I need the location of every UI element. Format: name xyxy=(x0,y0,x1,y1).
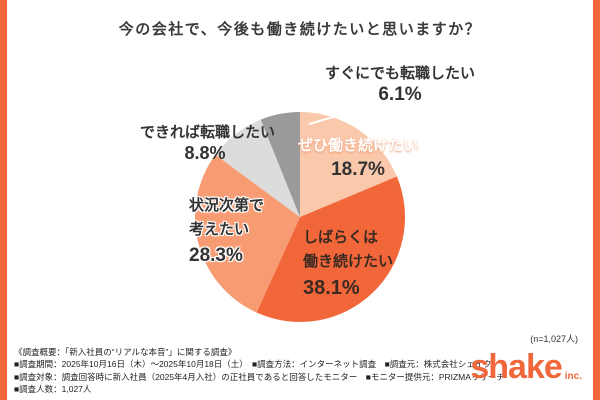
segment-percent: 38.1% xyxy=(303,277,360,299)
segment-label-line1: しばらくは xyxy=(303,229,379,246)
shake-logo: shake inc. xyxy=(470,350,582,384)
segment-callout-change-if-possible: できれば転職したい 8.8% xyxy=(140,121,276,164)
segment-percent: 28.3% xyxy=(189,245,243,266)
logo-wordmark: shake xyxy=(470,348,562,386)
chart-title: 今の会社で、今後も働き続けたいと思いますか？ xyxy=(118,21,482,38)
survey-overview-note: 《調査概要：「新入社員の“リアルな本音”」に関する調査》 ■調査期間：2025年… xyxy=(14,346,505,395)
segment-callout-immediate-change: すぐにでも転職したい 6.1% xyxy=(318,62,482,106)
segment-percent: 18.7% xyxy=(331,159,385,180)
left-accent-bar xyxy=(0,0,7,400)
note-line-target-provider: ■調査対象：調査回答時に新入社員（2025年4月入社）の正社員であると回答したモ… xyxy=(14,371,505,382)
segment-label: ぜひ働き続けたい xyxy=(297,137,418,154)
segment-label: すぐにでも転職したい xyxy=(324,65,475,82)
pie-segment-3 xyxy=(215,119,300,217)
note-line-respondents: ■調査人数：1,027人 xyxy=(14,383,92,394)
callout-leader-line xyxy=(308,99,393,125)
segment-label-depends-on-situation: 状況次第で 考えたい 28.3% xyxy=(189,194,281,267)
sample-size-label: (n=1,027人) xyxy=(530,334,578,344)
right-accent-bar xyxy=(593,0,600,400)
note-line-period-method-source: ■調査期間：2025年10月16日（木）～2025年10月18日（土） ■調査方… xyxy=(14,359,492,370)
pie-segment-2 xyxy=(194,154,300,313)
pie-segment-1 xyxy=(256,176,406,322)
pie-segment-0 xyxy=(300,112,397,217)
segment-label-line2: 考えたい xyxy=(189,221,250,238)
pie-segment-4 xyxy=(260,112,300,217)
segment-label-line2: 働き続けたい xyxy=(303,253,394,270)
note-line-overview: 《調査概要：「新入社員の“リアルな本音”」に関する調査》 xyxy=(14,347,237,357)
segment-label-continue-for-a-while: しばらくは 働き続けたい 38.1% xyxy=(303,226,413,300)
logo-suffix: inc. xyxy=(564,371,582,382)
segment-label-line1: 状況次第で xyxy=(189,197,265,214)
segment-label: できれば転職したい xyxy=(140,124,276,141)
pie-chart xyxy=(194,99,406,322)
segment-percent: 6.1% xyxy=(378,84,422,105)
segment-label-definitely-continue: ぜひ働き続けたい 18.7% xyxy=(292,134,424,181)
segment-percent: 8.8% xyxy=(184,143,226,163)
